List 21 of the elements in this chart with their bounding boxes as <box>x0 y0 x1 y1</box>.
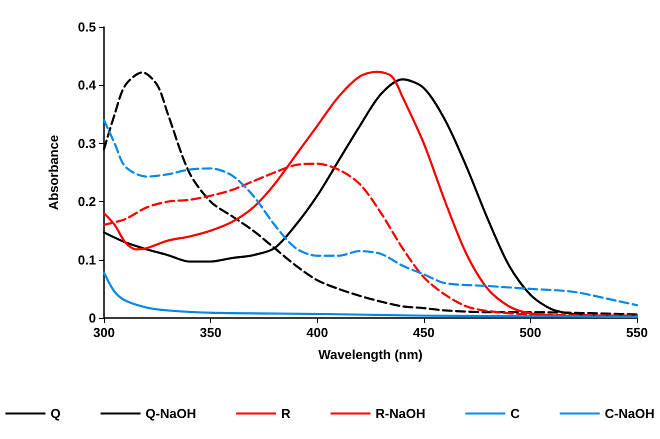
x-tick-label: 500 <box>520 325 542 340</box>
legend-label: Q <box>50 406 61 421</box>
x-tick-label: 450 <box>412 325 435 340</box>
y-tick-label: 0.2 <box>78 194 96 210</box>
legend-label: Q-NaOH <box>146 406 196 421</box>
line-series <box>102 119 638 306</box>
y-tick-label: 0 <box>88 310 96 326</box>
y-tick-label: 0.3 <box>78 136 96 151</box>
legend-label: R-NaOH <box>376 406 426 421</box>
x-tick-label: 550 <box>626 325 648 340</box>
legend-label: C <box>510 406 520 421</box>
x-axis-title: Wavelength (nm) <box>318 347 423 362</box>
x-tick-label: 300 <box>93 325 115 340</box>
y-tick-label: 0.5 <box>78 20 96 34</box>
x-tick-label: 400 <box>306 325 328 340</box>
y-axis-title: Absorbance <box>46 134 61 210</box>
legend-label: R <box>281 406 292 421</box>
legend-label: C-NaOH <box>604 406 655 421</box>
y-tick-label: 0.1 <box>78 252 96 268</box>
y-tick-label: 0.4 <box>78 78 97 93</box>
x-tick-label: 350 <box>200 325 222 340</box>
